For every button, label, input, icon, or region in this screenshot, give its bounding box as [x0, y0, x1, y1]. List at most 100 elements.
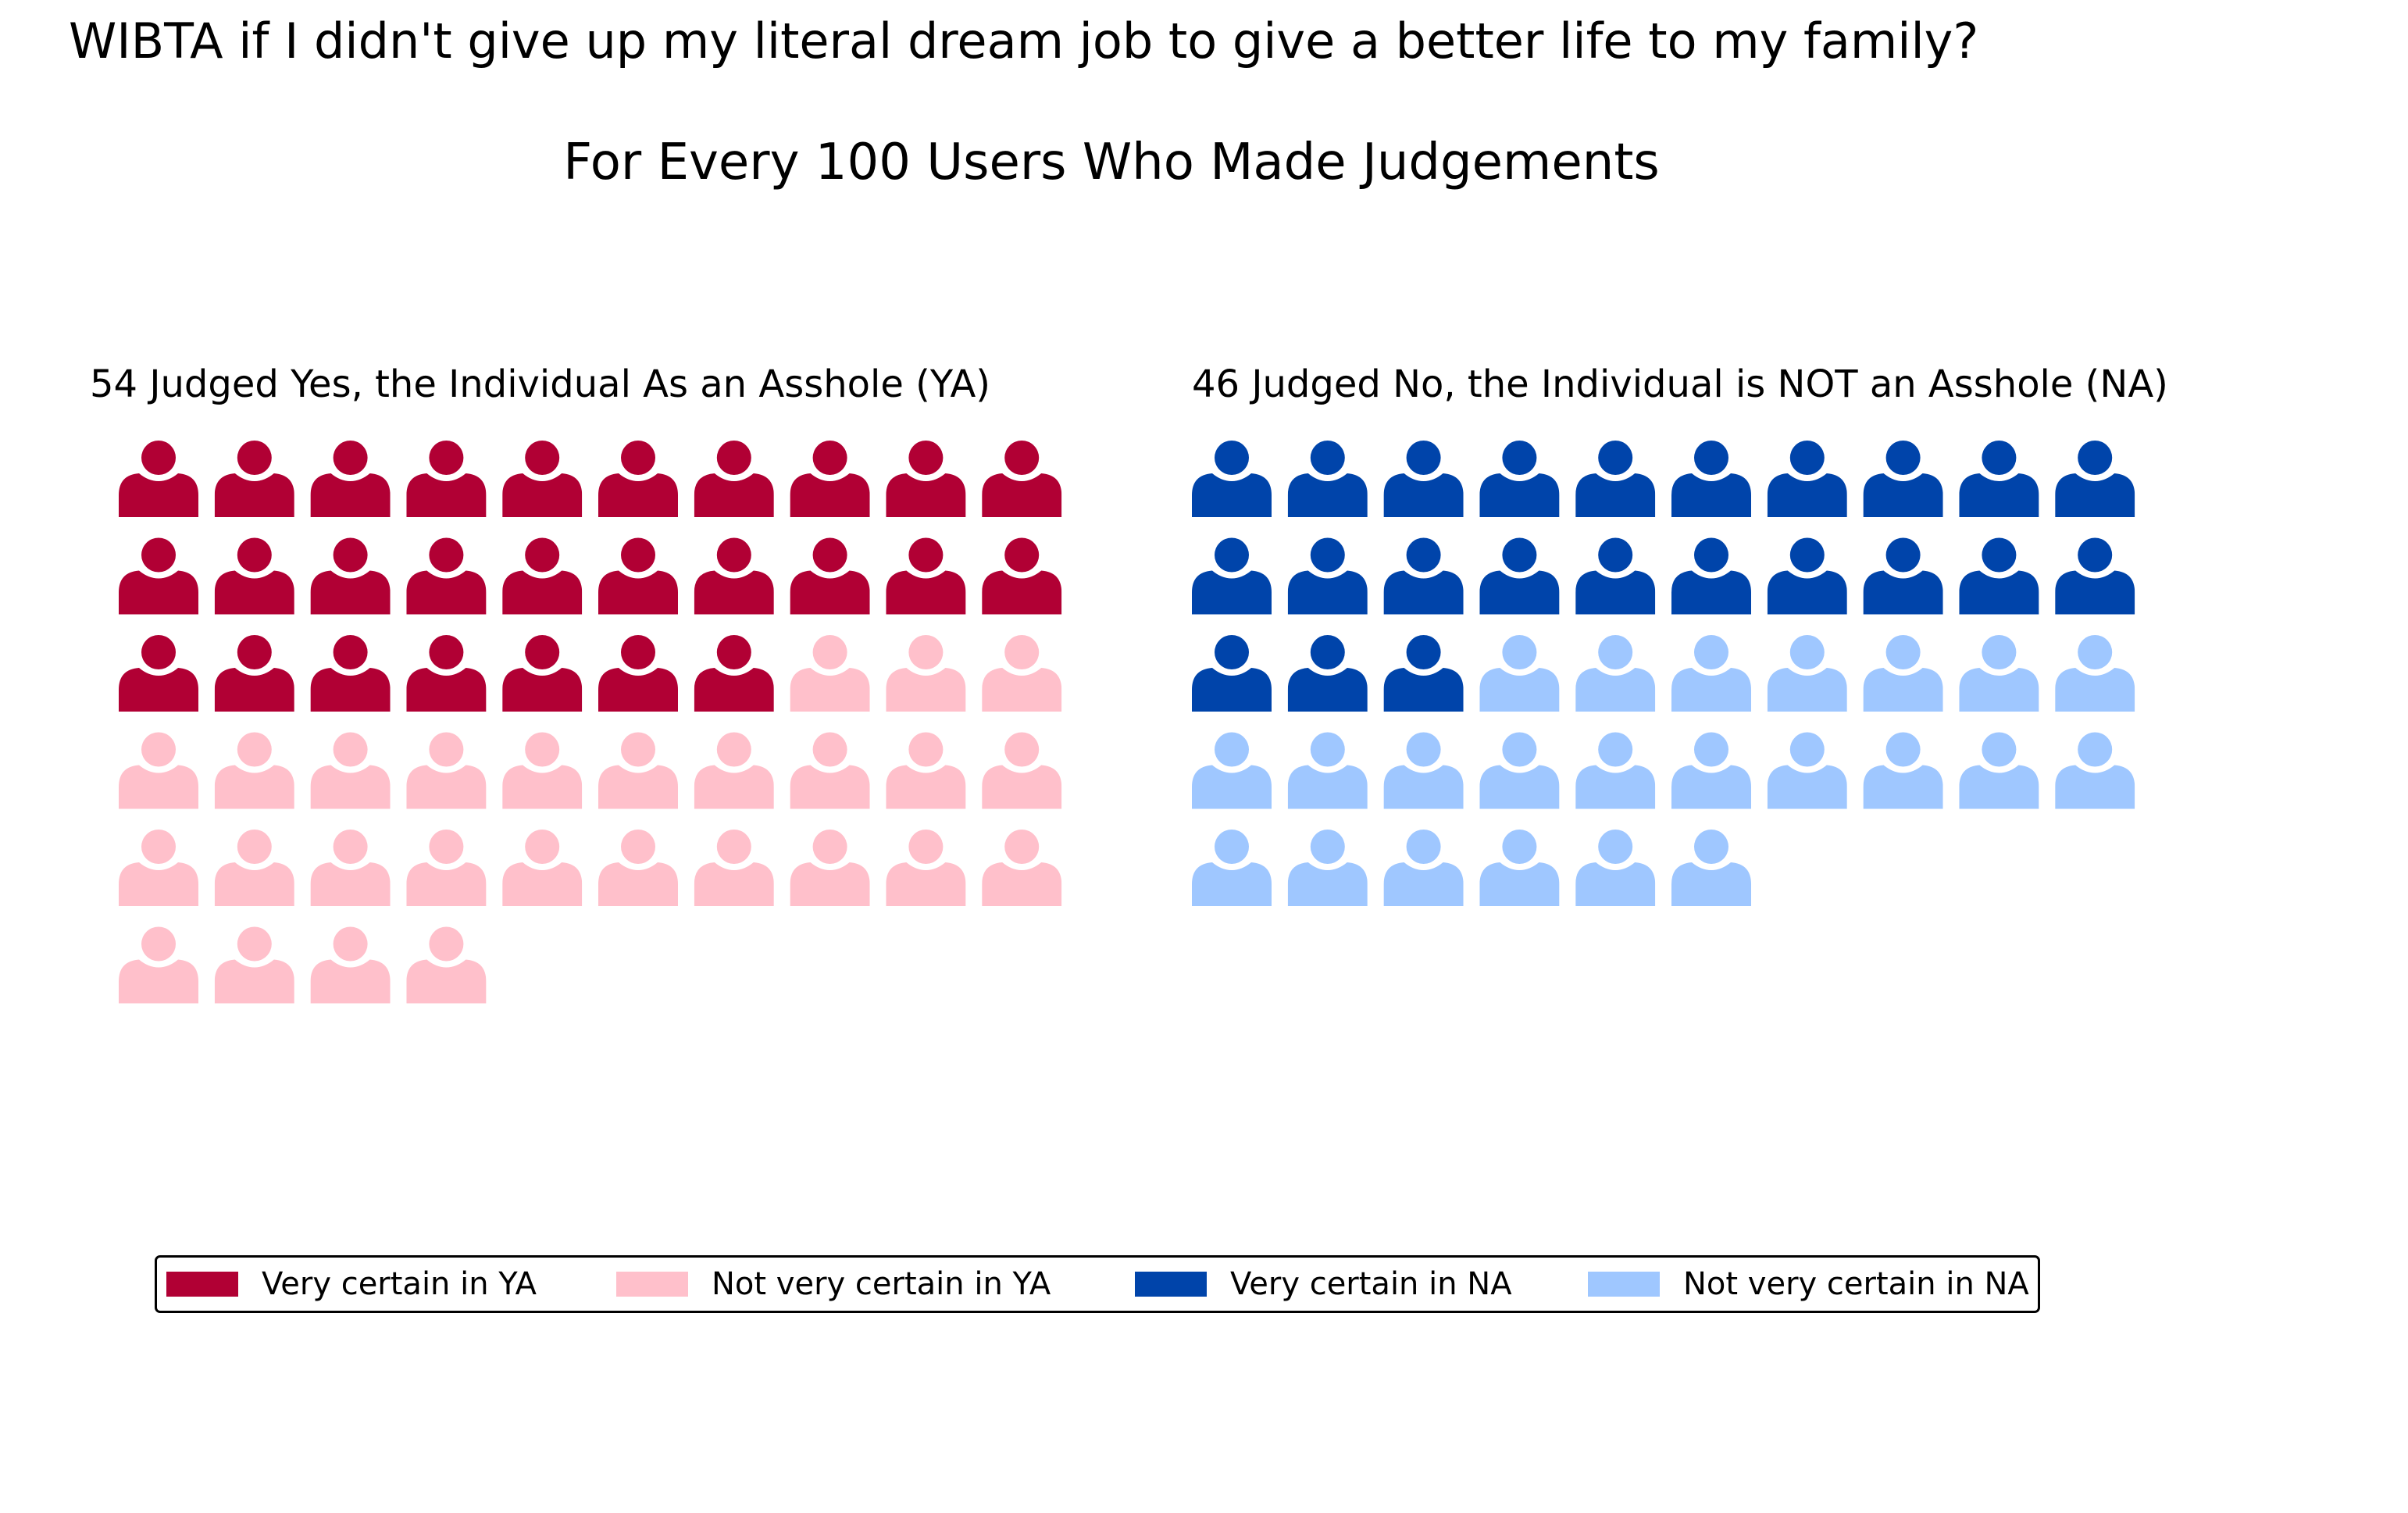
person-icon — [502, 441, 583, 517]
person-icon — [406, 732, 487, 809]
person-icon — [310, 732, 391, 809]
person-icon — [502, 732, 583, 809]
person-icon — [598, 732, 678, 809]
person-icon — [2055, 732, 2135, 809]
person-icon — [406, 537, 487, 615]
person-icon — [1383, 732, 1464, 809]
person-icon — [886, 732, 966, 809]
legend-swatch-not-very-certain-na — [1588, 1272, 1660, 1297]
person-icon — [1192, 537, 1272, 615]
person-icon — [1383, 537, 1464, 615]
person-icon — [598, 830, 678, 906]
person-icon — [2055, 635, 2135, 712]
person-icon — [1479, 732, 1560, 809]
person-icon — [1959, 635, 2039, 712]
person-icon — [1479, 441, 1560, 517]
legend-item-very-certain-ya: Very certain in YA — [166, 1258, 537, 1311]
person-icon — [694, 635, 774, 712]
person-icon — [310, 441, 391, 517]
person-icon — [1863, 537, 1943, 615]
person-icon — [1863, 635, 1943, 712]
person-icon — [790, 441, 870, 517]
person-icon — [1287, 732, 1368, 809]
person-icon — [119, 926, 198, 1004]
person-icon — [1383, 830, 1464, 906]
legend-label-not-very-certain-na: Not very certain in NA — [1683, 1266, 2029, 1302]
person-icon — [886, 537, 966, 615]
legend-swatch-very-certain-ya — [166, 1272, 238, 1297]
person-icon — [598, 537, 678, 615]
person-icon — [1287, 441, 1368, 517]
person-icon — [1192, 635, 1272, 712]
person-icon — [1287, 635, 1368, 712]
legend-label-very-certain-ya: Very certain in YA — [262, 1266, 537, 1302]
person-icon — [1767, 537, 1847, 615]
person-icon — [1671, 732, 1751, 809]
legend-swatch-very-certain-na — [1135, 1272, 1207, 1297]
person-icon — [886, 830, 966, 906]
person-icon — [119, 537, 198, 615]
legend-label-very-certain-na: Very certain in NA — [1230, 1266, 1512, 1302]
person-icon — [310, 830, 391, 906]
person-icon — [1383, 635, 1464, 712]
person-icon — [119, 441, 198, 517]
legend-label-not-very-certain-ya: Not very certain in YA — [712, 1266, 1051, 1302]
person-icon — [406, 926, 487, 1004]
person-icon — [214, 537, 294, 615]
person-icon — [1479, 635, 1560, 712]
person-icon — [119, 830, 198, 906]
person-icon — [1575, 635, 1656, 712]
person-icon — [694, 537, 774, 615]
person-icon — [1863, 732, 1943, 809]
legend-swatch-not-very-certain-ya — [616, 1272, 688, 1297]
person-icon — [214, 732, 294, 809]
panel-title-ya: 54 Judged Yes, the Individual As an Assh… — [90, 362, 991, 406]
person-icon — [214, 441, 294, 517]
person-icon — [310, 926, 391, 1004]
person-icon — [790, 635, 870, 712]
person-icon — [1671, 441, 1751, 517]
person-icon — [406, 830, 487, 906]
person-icon — [1575, 441, 1656, 517]
person-icon — [790, 537, 870, 615]
person-icon — [1671, 635, 1751, 712]
person-icon — [886, 441, 966, 517]
person-icon — [1959, 732, 2039, 809]
person-icon — [1192, 830, 1272, 906]
person-icon — [1767, 635, 1847, 712]
icons-layer — [119, 441, 2135, 1004]
person-icon — [1959, 537, 2039, 615]
person-icon — [502, 830, 583, 906]
person-icon — [982, 830, 1062, 906]
person-icon — [502, 537, 583, 615]
person-icon — [1959, 441, 2039, 517]
person-icon — [214, 830, 294, 906]
person-icon — [1575, 732, 1656, 809]
person-icon — [406, 441, 487, 517]
person-icon — [886, 635, 966, 712]
chart-subtitle: For Every 100 Users Who Made Judgements — [563, 134, 1660, 191]
person-icon — [310, 635, 391, 712]
legend: Very certain in YA Not very certain in Y… — [155, 1255, 2040, 1313]
person-icon — [1383, 441, 1464, 517]
person-icon — [1479, 830, 1560, 906]
person-icon — [1863, 441, 1943, 517]
person-icon — [1671, 537, 1751, 615]
person-icon — [119, 732, 198, 809]
person-icon — [214, 635, 294, 712]
person-icon — [982, 441, 1062, 517]
person-icon — [2055, 537, 2135, 615]
panel-title-na: 46 Judged No, the Individual is NOT an A… — [1192, 362, 2168, 406]
chart-title: WIBTA if I didn't give up my literal dre… — [69, 12, 1979, 70]
person-icon — [790, 732, 870, 809]
person-icon — [982, 732, 1062, 809]
person-icon — [598, 441, 678, 517]
person-icon — [1767, 732, 1847, 809]
person-icon — [2055, 441, 2135, 517]
person-icon — [1575, 537, 1656, 615]
person-icon — [598, 635, 678, 712]
person-icon — [310, 537, 391, 615]
person-icon — [982, 537, 1062, 615]
person-icon — [1671, 830, 1751, 906]
person-icon — [694, 732, 774, 809]
